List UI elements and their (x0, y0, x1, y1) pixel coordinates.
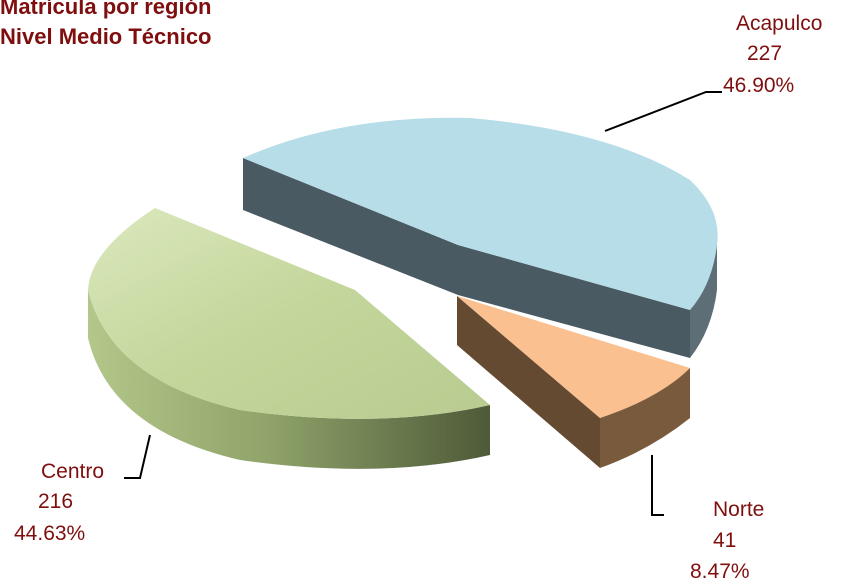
slice-acapulco-top (243, 117, 718, 310)
label-acapulco-name: Acapulco (736, 12, 822, 35)
chart-title-line-2: Nivel Medio Técnico (0, 24, 212, 49)
label-acapulco-percent: 46.90% (723, 74, 794, 97)
label-norte-name: Norte (713, 498, 764, 521)
label-norte-value: 41 (713, 529, 736, 552)
label-acapulco-value: 227 (747, 42, 782, 65)
label-centro-percent: 44.63% (14, 522, 85, 545)
leader-line-acapulco (604, 91, 722, 132)
leader-line-norte (651, 455, 664, 516)
slice-norte-front (457, 296, 600, 468)
slice-norte (457, 296, 690, 468)
slice-norte-top (457, 296, 690, 418)
slice-centro-top (88, 208, 490, 419)
slice-centro-side (88, 290, 490, 469)
slice-acapulco-side (243, 158, 717, 358)
label-norte: Norte 41 8.47% (690, 498, 764, 583)
slice-acapulco-rim (690, 240, 717, 358)
label-centro: Centro 216 44.63% (14, 460, 104, 545)
leader-line-centro (124, 434, 151, 479)
slice-norte-side (600, 368, 690, 468)
slice-centro (88, 208, 490, 469)
label-centro-name: Centro (41, 460, 104, 483)
chart-title: Matrícula por región Nivel Medio Técnico (0, 0, 212, 52)
label-acapulco: Acapulco 227 46.90% (723, 12, 822, 97)
label-norte-percent: 8.47% (690, 560, 750, 583)
slice-acapulco (243, 117, 718, 358)
label-centro-value: 216 (38, 490, 73, 513)
chart-title-line-1: Matrícula por región (0, 0, 212, 19)
